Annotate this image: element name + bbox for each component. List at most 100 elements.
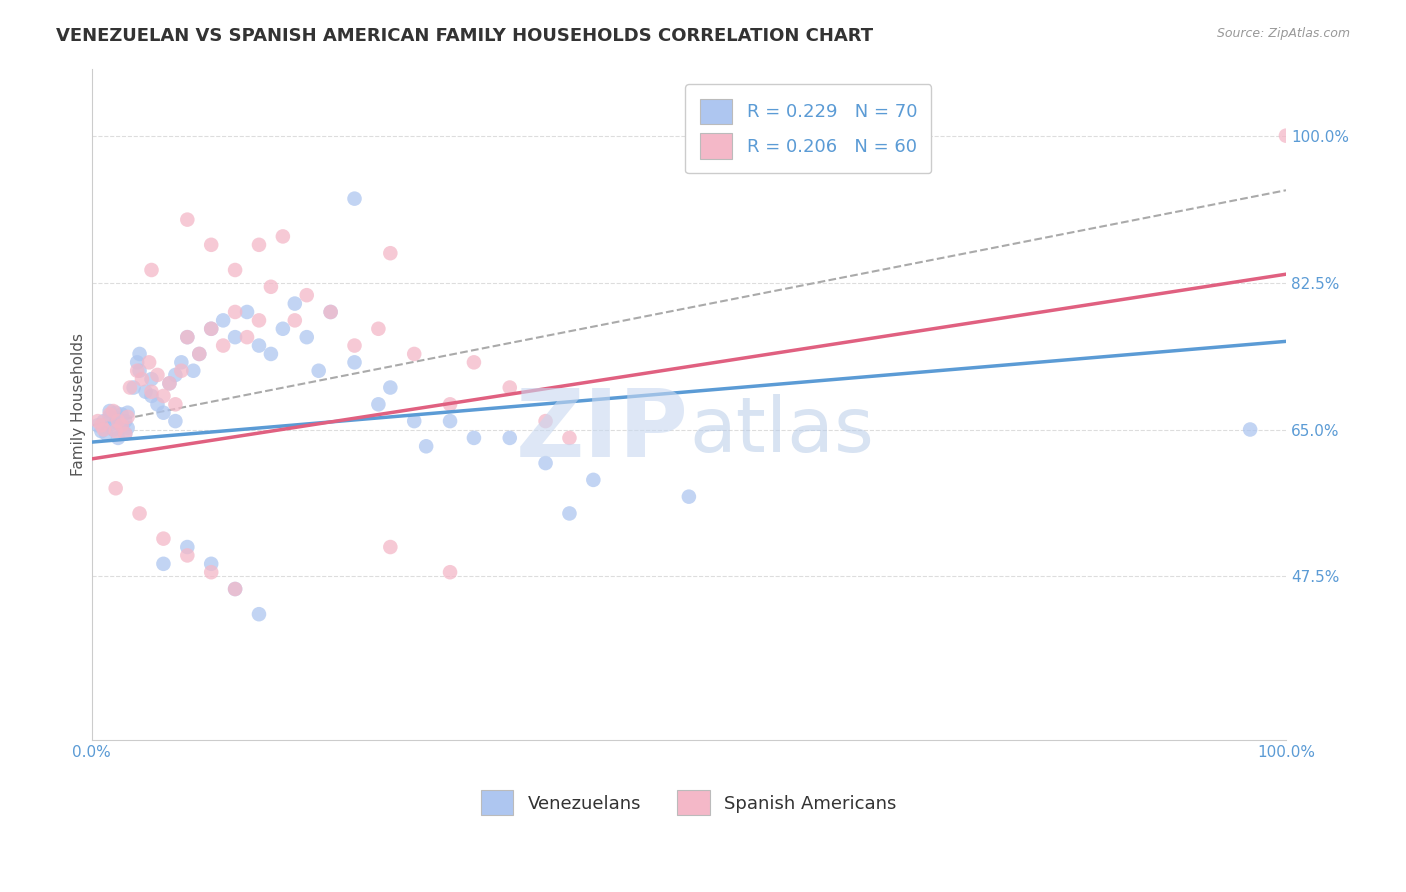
Point: [146, 368, 169, 382]
Point: [534, 414, 557, 428]
Point: [200, 322, 222, 336]
Point: [141, 389, 163, 403]
Point: [152, 389, 174, 403]
Text: ZIP: ZIP: [516, 385, 689, 477]
Point: [104, 481, 127, 495]
Point: [117, 406, 139, 420]
Point: [90, 418, 112, 433]
Point: [295, 330, 318, 344]
Point: [165, 414, 187, 428]
Point: [141, 263, 163, 277]
Point: [499, 431, 522, 445]
Point: [128, 364, 150, 378]
Point: [1275, 128, 1298, 143]
Point: [1239, 423, 1261, 437]
Point: [367, 397, 389, 411]
Point: [170, 355, 193, 369]
Point: [127, 364, 149, 378]
Point: [114, 414, 136, 428]
Point: [212, 338, 235, 352]
Point: [463, 431, 485, 445]
Point: [114, 426, 136, 441]
Point: [146, 397, 169, 411]
Point: [141, 384, 163, 399]
Point: [117, 421, 139, 435]
Point: [87, 418, 110, 433]
Point: [224, 263, 246, 277]
Point: [260, 280, 283, 294]
Point: [499, 380, 522, 394]
Y-axis label: Family Households: Family Households: [72, 333, 86, 475]
Point: [380, 380, 402, 394]
Point: [367, 322, 389, 336]
Point: [284, 313, 307, 327]
Point: [131, 372, 153, 386]
Point: [247, 338, 270, 352]
Text: VENEZUELAN VS SPANISH AMERICAN FAMILY HOUSEHOLDS CORRELATION CHART: VENEZUELAN VS SPANISH AMERICAN FAMILY HO…: [56, 27, 873, 45]
Point: [90, 424, 112, 438]
Point: [107, 414, 129, 428]
Point: [165, 368, 187, 382]
Point: [181, 364, 204, 378]
Point: [176, 330, 198, 344]
Point: [122, 380, 145, 394]
Point: [111, 418, 134, 433]
Point: [111, 418, 134, 433]
Point: [558, 507, 581, 521]
Point: [212, 313, 235, 327]
Point: [94, 426, 117, 441]
Point: [534, 456, 557, 470]
Point: [107, 411, 129, 425]
Point: [114, 426, 136, 441]
Text: atlas: atlas: [689, 394, 873, 468]
Point: [236, 305, 259, 319]
Point: [558, 431, 581, 445]
Point: [103, 404, 125, 418]
Point: [582, 473, 605, 487]
Point: [295, 288, 318, 302]
Point: [200, 557, 222, 571]
Point: [224, 582, 246, 596]
Point: [98, 404, 121, 418]
Point: [343, 338, 366, 352]
Point: [200, 322, 222, 336]
Point: [176, 549, 198, 563]
Point: [87, 414, 110, 428]
Point: [247, 237, 270, 252]
Point: [284, 296, 307, 310]
Point: [224, 305, 246, 319]
Point: [176, 212, 198, 227]
Point: [135, 384, 157, 399]
Point: [104, 416, 127, 430]
Point: [319, 305, 342, 319]
Point: [107, 431, 129, 445]
Point: [93, 414, 115, 428]
Point: [271, 322, 294, 336]
Point: [170, 364, 193, 378]
Point: [98, 409, 121, 424]
Point: [236, 330, 259, 344]
Point: [176, 330, 198, 344]
Point: [260, 347, 283, 361]
Point: [152, 406, 174, 420]
Point: [200, 237, 222, 252]
Point: [678, 490, 700, 504]
Text: Source: ZipAtlas.com: Source: ZipAtlas.com: [1216, 27, 1350, 40]
Point: [141, 372, 163, 386]
Point: [308, 364, 330, 378]
Point: [188, 347, 211, 361]
Point: [439, 397, 461, 411]
Point: [127, 355, 149, 369]
Point: [271, 229, 294, 244]
Point: [128, 507, 150, 521]
Point: [404, 347, 426, 361]
Legend: Venezuelans, Spanish Americans: Venezuelans, Spanish Americans: [474, 782, 904, 822]
Point: [93, 423, 115, 437]
Point: [200, 565, 222, 579]
Point: [165, 397, 187, 411]
Point: [343, 355, 366, 369]
Point: [224, 330, 246, 344]
Point: [319, 305, 342, 319]
Point: [104, 424, 127, 438]
Point: [157, 376, 180, 391]
